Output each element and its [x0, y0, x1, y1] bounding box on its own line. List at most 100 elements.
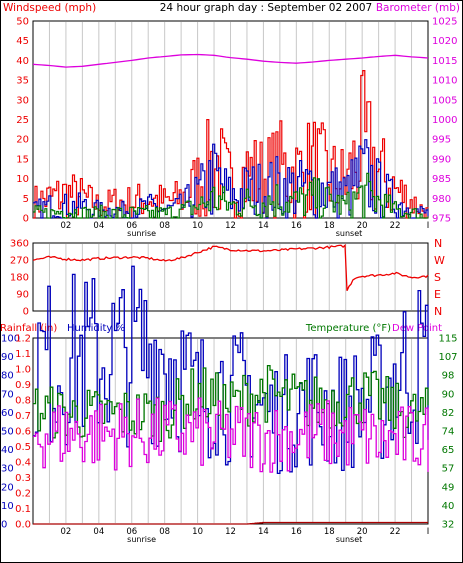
blue-series-line [33, 139, 429, 219]
windspeed-tick-label: 40 [16, 56, 29, 67]
barometer-tick-label: 990 [432, 154, 451, 165]
temp-panel-hour-tick-label: 12 [225, 527, 236, 537]
temp-panel-hour-tick-label: 02 [61, 527, 72, 537]
dewpoint-axis-label: Dew Point [392, 323, 442, 334]
rainfall-tick-label: 1.2 [15, 334, 31, 345]
rainfall-tick-label: 0.4 [15, 458, 31, 469]
windspeed-tick-label: 35 [16, 76, 29, 87]
direction-compass-tick-label: S [434, 271, 441, 284]
rainfall-tick-label: 1.1 [15, 349, 31, 360]
wind-panel-hour-tick-label: 20 [357, 221, 368, 231]
wind-panel-hour-tick-label: 16 [291, 221, 302, 231]
wind-panel-frame [32, 20, 429, 219]
windspeed-tick-label: 10 [16, 174, 29, 185]
wind-panel-hour-tick-label: 14 [258, 221, 269, 231]
rainfall-series-line [33, 521, 428, 525]
rainfall-tick-label: 0.6 [15, 427, 31, 438]
temperature-tick-label: 49 [442, 482, 455, 493]
rainfall-tick-label: 0.5 [15, 442, 31, 453]
wind-panel-hour-tick-label: 18 [324, 221, 335, 231]
windspeed-tick-label: 30 [16, 95, 29, 106]
barometer-tick-label: 985 [432, 174, 451, 185]
chart-title: 24 hour graph day : September 02 2007 [160, 2, 372, 14]
temperature-tick-label: 74 [442, 427, 455, 438]
windspeed-tick-label: 0 [23, 214, 29, 225]
humidity-tick-label: 90 [1, 352, 14, 363]
windspeed-tick-label: 15 [16, 154, 29, 165]
temp-panel-sunrise-label: sunrise [127, 535, 156, 544]
barometer-axis-label: Barometer (mb) [376, 2, 460, 14]
rainfall-tick-label: 0.1 [15, 504, 31, 515]
wind-barometer-panel: 0510152025303540455097598098599099510001… [16, 17, 457, 239]
direction-degree-tick-label: 90 [16, 290, 29, 301]
wind-direction-line [32, 243, 429, 291]
direction-compass-tick-label: N [434, 305, 442, 318]
temperature-tick-label: 57 [442, 464, 455, 475]
temp-panel-hour-tick-label: 18 [324, 527, 335, 537]
wind-panel-hour-tick-label: 08 [159, 221, 170, 231]
barometer-tick-label: 1010 [432, 76, 457, 87]
temp-panel-hour-tick-label: 22 [390, 527, 401, 537]
direction-compass-tick-label: E [434, 288, 441, 301]
temp-panel-hour-tick-label: 08 [159, 527, 170, 537]
barometer-tick-label: 1000 [432, 115, 457, 126]
rainfall-tick-label: 1.0 [15, 365, 31, 376]
temp-panel-hour-tick-label: 06 [126, 527, 137, 537]
rainfall-tick-label: 0.8 [15, 396, 31, 407]
temperature-tick-label: 32 [442, 520, 455, 531]
temp-panel-hour-tick-label: 14 [258, 527, 269, 537]
barometer-tick-label: 1005 [432, 95, 457, 106]
rainfall-tick-label: 0.0 [15, 520, 31, 531]
temp-panel-hour-tick-label: 10 [192, 527, 203, 537]
wind-panel-sunset-label: sunset [336, 229, 363, 238]
windspeed-series-line [33, 70, 429, 219]
temp-panel-hour-tick-label: I [427, 527, 430, 537]
direction-compass-tick-label: N [434, 237, 442, 250]
windspeed-tick-label: 50 [16, 17, 29, 28]
wind-panel-hour-tick-label: 06 [126, 221, 137, 231]
humidity-axis-label: Humidity % [67, 323, 125, 334]
wind-panel-hour-tick-label: 02 [61, 221, 72, 231]
rainfall-tick-label: 0.9 [15, 380, 31, 391]
temperature-tick-label: 90 [442, 389, 455, 400]
wind-panel-hour-tick-label: 22 [390, 221, 401, 231]
temperature-tick-label: 65 [442, 445, 455, 456]
barometer-tick-label: 1020 [432, 36, 457, 47]
direction-degree-tick-label: 360 [10, 239, 29, 250]
barometer-tick-label: 1025 [432, 17, 457, 28]
rainfall-tick-label: 0.7 [15, 411, 31, 422]
humidity-tick-label: 30 [1, 464, 14, 475]
barometer-tick-label: 1015 [432, 56, 457, 67]
humidity-tick-label: 50 [1, 427, 14, 438]
humidity-tick-label: 80 [1, 371, 14, 382]
temperature-tick-label: 82 [442, 408, 455, 419]
windspeed-tick-label: 20 [16, 135, 29, 146]
direction-degree-tick-label: 180 [10, 273, 29, 284]
wind-panel-hour-tick-label: 12 [225, 221, 236, 231]
wind-panel-hour-tick-label: 04 [93, 221, 104, 231]
direction-compass-tick-label: W [434, 254, 445, 267]
rainfall-tick-label: 0.2 [15, 489, 31, 500]
temp-panel-hour-tick-label: 04 [93, 527, 104, 537]
rainfall-tick-label: 0.3 [15, 473, 31, 484]
temp-panel-hour-tick-label: 16 [291, 527, 302, 537]
direction-degree-tick-label: 0 [23, 307, 29, 318]
barometer-tick-label: 975 [432, 214, 451, 225]
wind-panel-hour-tick-label: I [427, 221, 430, 231]
temp-panel-hour-tick-label: 20 [357, 527, 368, 537]
temperature-tick-label: 115 [438, 334, 457, 345]
windspeed-tick-label: 25 [16, 115, 29, 126]
wind-panel-hour-tick-label: 10 [192, 221, 203, 231]
temperature-tick-label: 107 [438, 352, 457, 363]
temperature-series-line [33, 364, 429, 443]
windspeed-tick-label: 5 [23, 194, 29, 205]
humidity-tick-label: 20 [1, 482, 14, 493]
humidity-tick-label: 0 [1, 520, 7, 531]
green-series-line [33, 172, 428, 219]
humidity-tick-label: 10 [1, 501, 14, 512]
barometer-tick-label: 980 [432, 194, 451, 205]
temperature-tick-label: 98 [442, 371, 455, 382]
